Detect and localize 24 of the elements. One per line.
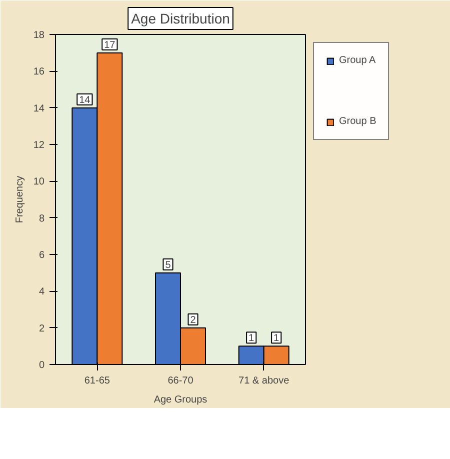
data-label: 1 — [248, 333, 255, 344]
chart-title: Age Distribution — [131, 10, 230, 26]
y-tick-label: 10 — [33, 176, 45, 188]
legend-label: Group B — [339, 116, 376, 127]
data-label: 1 — [274, 333, 280, 344]
data-label: 2 — [190, 314, 196, 326]
x-tick-label: 66-70 — [168, 376, 194, 386]
y-tick-label: 14 — [33, 103, 45, 114]
x-tick-label: 71 & above — [238, 376, 290, 386]
data-label: 14 — [79, 94, 91, 106]
y-tick-label: 2 — [38, 323, 45, 334]
y-tick-label: 4 — [38, 286, 45, 298]
y-tick-label: 8 — [38, 213, 45, 224]
x-tick-label: 61-65 — [84, 376, 110, 386]
y-tick-label: 16 — [33, 66, 45, 78]
y-tick-label: 12 — [33, 140, 45, 151]
y-axis-title: Frequency — [14, 176, 26, 224]
y-tick-label: 0 — [38, 360, 45, 371]
y-tick-label: 18 — [33, 30, 45, 41]
legend-label: Group A — [339, 55, 376, 66]
y-tick-label: 6 — [38, 250, 45, 261]
data-label: 17 — [104, 40, 116, 51]
data-label: 5 — [165, 260, 172, 271]
x-axis-title: Age Groups — [154, 394, 208, 406]
